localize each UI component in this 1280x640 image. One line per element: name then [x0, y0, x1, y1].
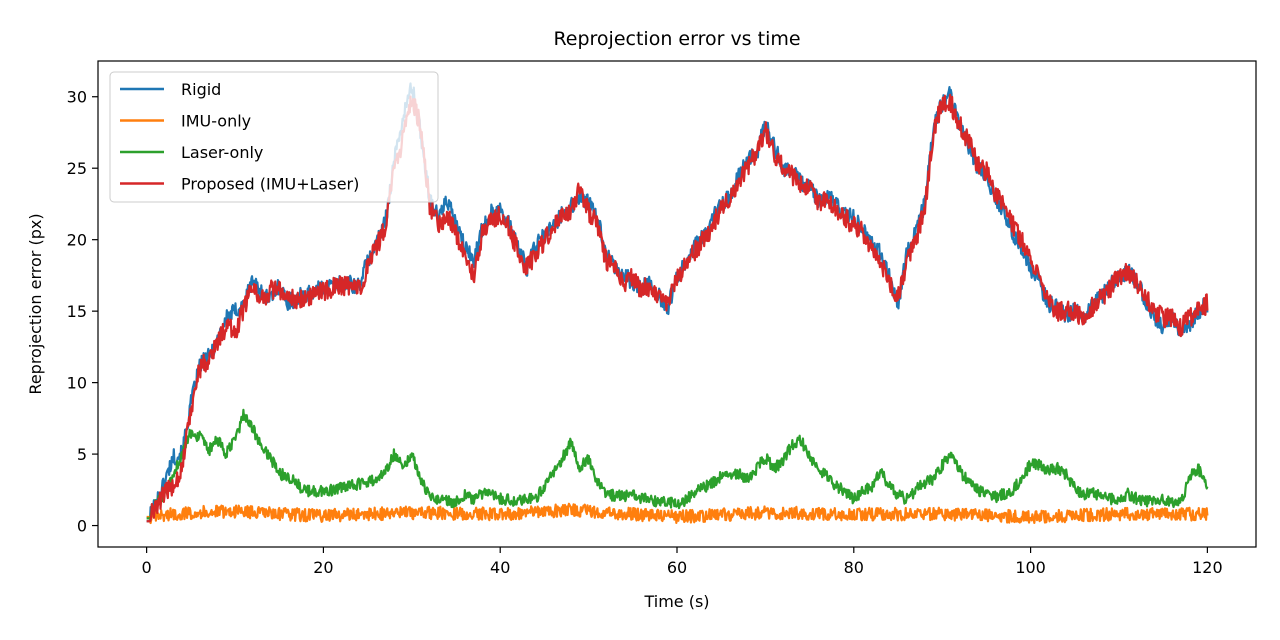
chart-title: Reprojection error vs time: [553, 28, 800, 50]
plot-area: [146, 82, 1209, 525]
legend-label: IMU-only: [181, 112, 251, 131]
x-axis-title: Time (s): [643, 592, 709, 611]
series-line-2: [146, 502, 1209, 525]
series-line-3: [146, 408, 1209, 520]
axes: 0 20 40 60 80 100 120 0 5 10 15 20 25 30: [67, 88, 1223, 577]
legend: Rigid IMU-only Laser-only Proposed (IMU+Las…: [109, 71, 439, 203]
x-tick-label: 60: [667, 558, 687, 577]
legend-label: Proposed (IMU+Laser): [181, 175, 359, 194]
x-tick-label: 20: [313, 558, 333, 577]
y-tick-label: 0: [77, 517, 87, 536]
y-tick-label: 25: [67, 159, 87, 178]
y-tick-label: 5: [77, 445, 87, 464]
x-tick-label: 0: [142, 558, 152, 577]
y-tick-label: 10: [67, 374, 87, 393]
y-tick-label: 30: [67, 88, 87, 107]
legend-label: Rigid: [181, 80, 221, 99]
y-axis-title: Reprojection error (px): [26, 213, 45, 394]
legend-box: [109, 71, 439, 203]
x-tick-label: 40: [490, 558, 510, 577]
x-tick-label: 120: [1192, 558, 1223, 577]
legend-label: Laser-only: [181, 143, 263, 162]
x-tick-label: 100: [1015, 558, 1046, 577]
x-tick-label: 80: [844, 558, 864, 577]
series-line-4: [146, 93, 1209, 523]
y-tick-label: 20: [67, 231, 87, 250]
y-tick-label: 15: [67, 302, 87, 321]
